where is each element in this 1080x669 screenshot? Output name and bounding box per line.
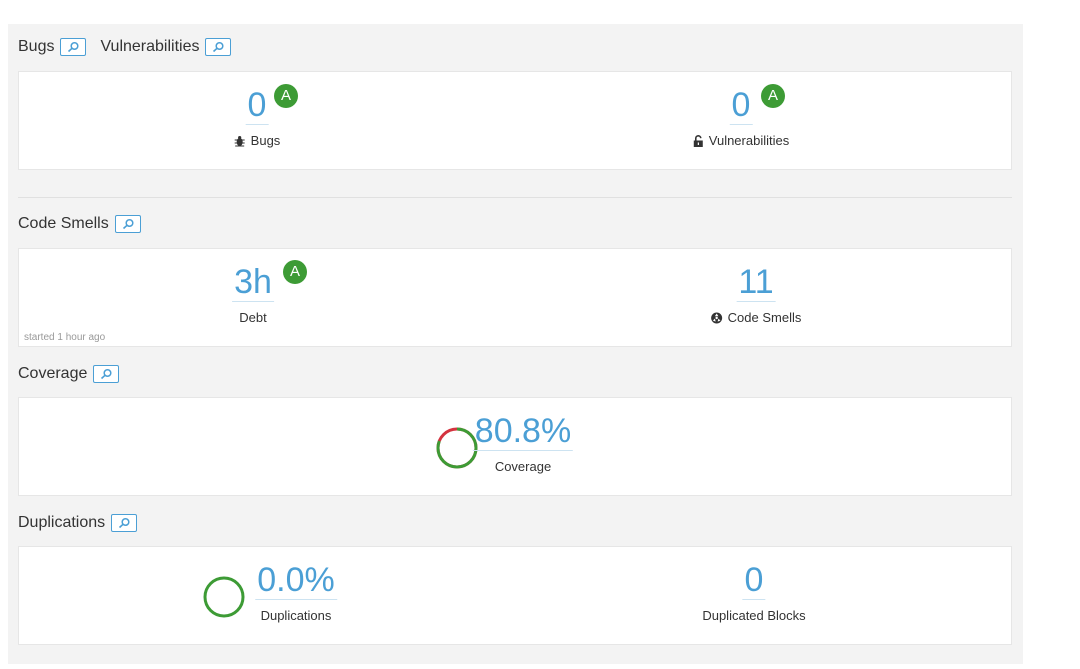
code-smells-label: Code Smells bbox=[711, 310, 802, 325]
smells-section-header: Code Smells bbox=[18, 215, 141, 233]
code-smells-label-text: Code Smells bbox=[727, 310, 802, 325]
code-smells-value[interactable]: 11 bbox=[736, 263, 776, 302]
coverage-metric: 80.8% Coverage bbox=[472, 412, 574, 474]
duplicated-blocks-metric: 0 Duplicated Blocks bbox=[702, 563, 805, 623]
bugs-section-header: Bugs Vulnerabilities bbox=[18, 38, 232, 56]
coverage-arc bbox=[436, 427, 478, 469]
vulnerabilities-section-title: Vulnerabilities bbox=[100, 38, 200, 55]
debt-rating-badge[interactable]: A bbox=[283, 260, 307, 284]
history-icon bbox=[213, 41, 225, 53]
code-smell-icon bbox=[711, 312, 723, 323]
bug-icon bbox=[234, 135, 245, 146]
bugs-history-button[interactable] bbox=[60, 38, 87, 56]
smells-card: 3h Debt A 11 Code Smells started 1 hour … bbox=[18, 248, 1012, 347]
vulnerabilities-label-text: Vulnerabilities bbox=[708, 133, 790, 148]
smells-section-title: Code Smells bbox=[18, 215, 109, 232]
analysis-note: started 1 hour ago bbox=[24, 332, 106, 343]
coverage-value[interactable]: 80.8% bbox=[472, 412, 574, 451]
duplications-value[interactable]: 0.0% bbox=[255, 561, 337, 600]
smells-history-button[interactable] bbox=[114, 215, 141, 233]
duplications-metric: 0.0% Duplications bbox=[255, 563, 337, 623]
duplications-label: Duplications bbox=[260, 608, 332, 623]
bugs-label-text: Bugs bbox=[250, 133, 281, 148]
section-divider bbox=[18, 197, 1012, 198]
code-smells-metric: 11 Code Smells bbox=[711, 263, 802, 325]
lock-icon bbox=[693, 134, 703, 147]
history-icon bbox=[101, 368, 112, 380]
vulnerabilities-metric: 0 Vulnerabilities bbox=[693, 88, 789, 148]
debt-value[interactable]: 3h bbox=[232, 263, 274, 302]
coverage-donut[interactable] bbox=[436, 427, 478, 469]
bugs-card: 0 Bugs A 0 Vulnerabilities A bbox=[18, 71, 1012, 170]
duplicated-blocks-label: Duplicated Blocks bbox=[702, 608, 806, 623]
debt-metric: 3h Debt bbox=[232, 265, 274, 325]
coverage-card: 80.8% Coverage bbox=[18, 397, 1012, 496]
bugs-label: Bugs bbox=[234, 133, 281, 148]
bugs-rating-badge[interactable]: A bbox=[274, 84, 298, 108]
vulnerabilities-label: Vulnerabilities bbox=[693, 133, 789, 148]
duplicated-blocks-value[interactable]: 0 bbox=[742, 561, 766, 600]
duplications-card: 0.0% Duplications 0 Duplicated Blocks bbox=[18, 546, 1012, 645]
debt-label: Debt bbox=[239, 310, 267, 325]
bugs-section-title: Bugs bbox=[18, 38, 55, 55]
duplications-history-button[interactable] bbox=[111, 514, 138, 532]
vulnerabilities-history-button[interactable] bbox=[205, 38, 232, 56]
history-icon bbox=[68, 41, 80, 53]
coverage-section-header: Coverage bbox=[18, 365, 120, 383]
duplications-section-title: Duplications bbox=[18, 514, 106, 531]
coverage-label: Coverage bbox=[494, 459, 552, 474]
history-icon bbox=[119, 517, 130, 529]
vulnerabilities-rating-badge[interactable]: A bbox=[761, 84, 785, 108]
bugs-metric: 0 Bugs bbox=[234, 86, 281, 148]
bugs-value[interactable]: 0 bbox=[245, 86, 269, 125]
coverage-history-button[interactable] bbox=[93, 365, 120, 383]
vulnerabilities-value[interactable]: 0 bbox=[729, 86, 753, 125]
coverage-section-title: Coverage bbox=[18, 365, 88, 382]
duplications-donut[interactable] bbox=[203, 576, 245, 618]
duplications-section-header: Duplications bbox=[18, 514, 138, 532]
history-icon bbox=[122, 218, 134, 230]
